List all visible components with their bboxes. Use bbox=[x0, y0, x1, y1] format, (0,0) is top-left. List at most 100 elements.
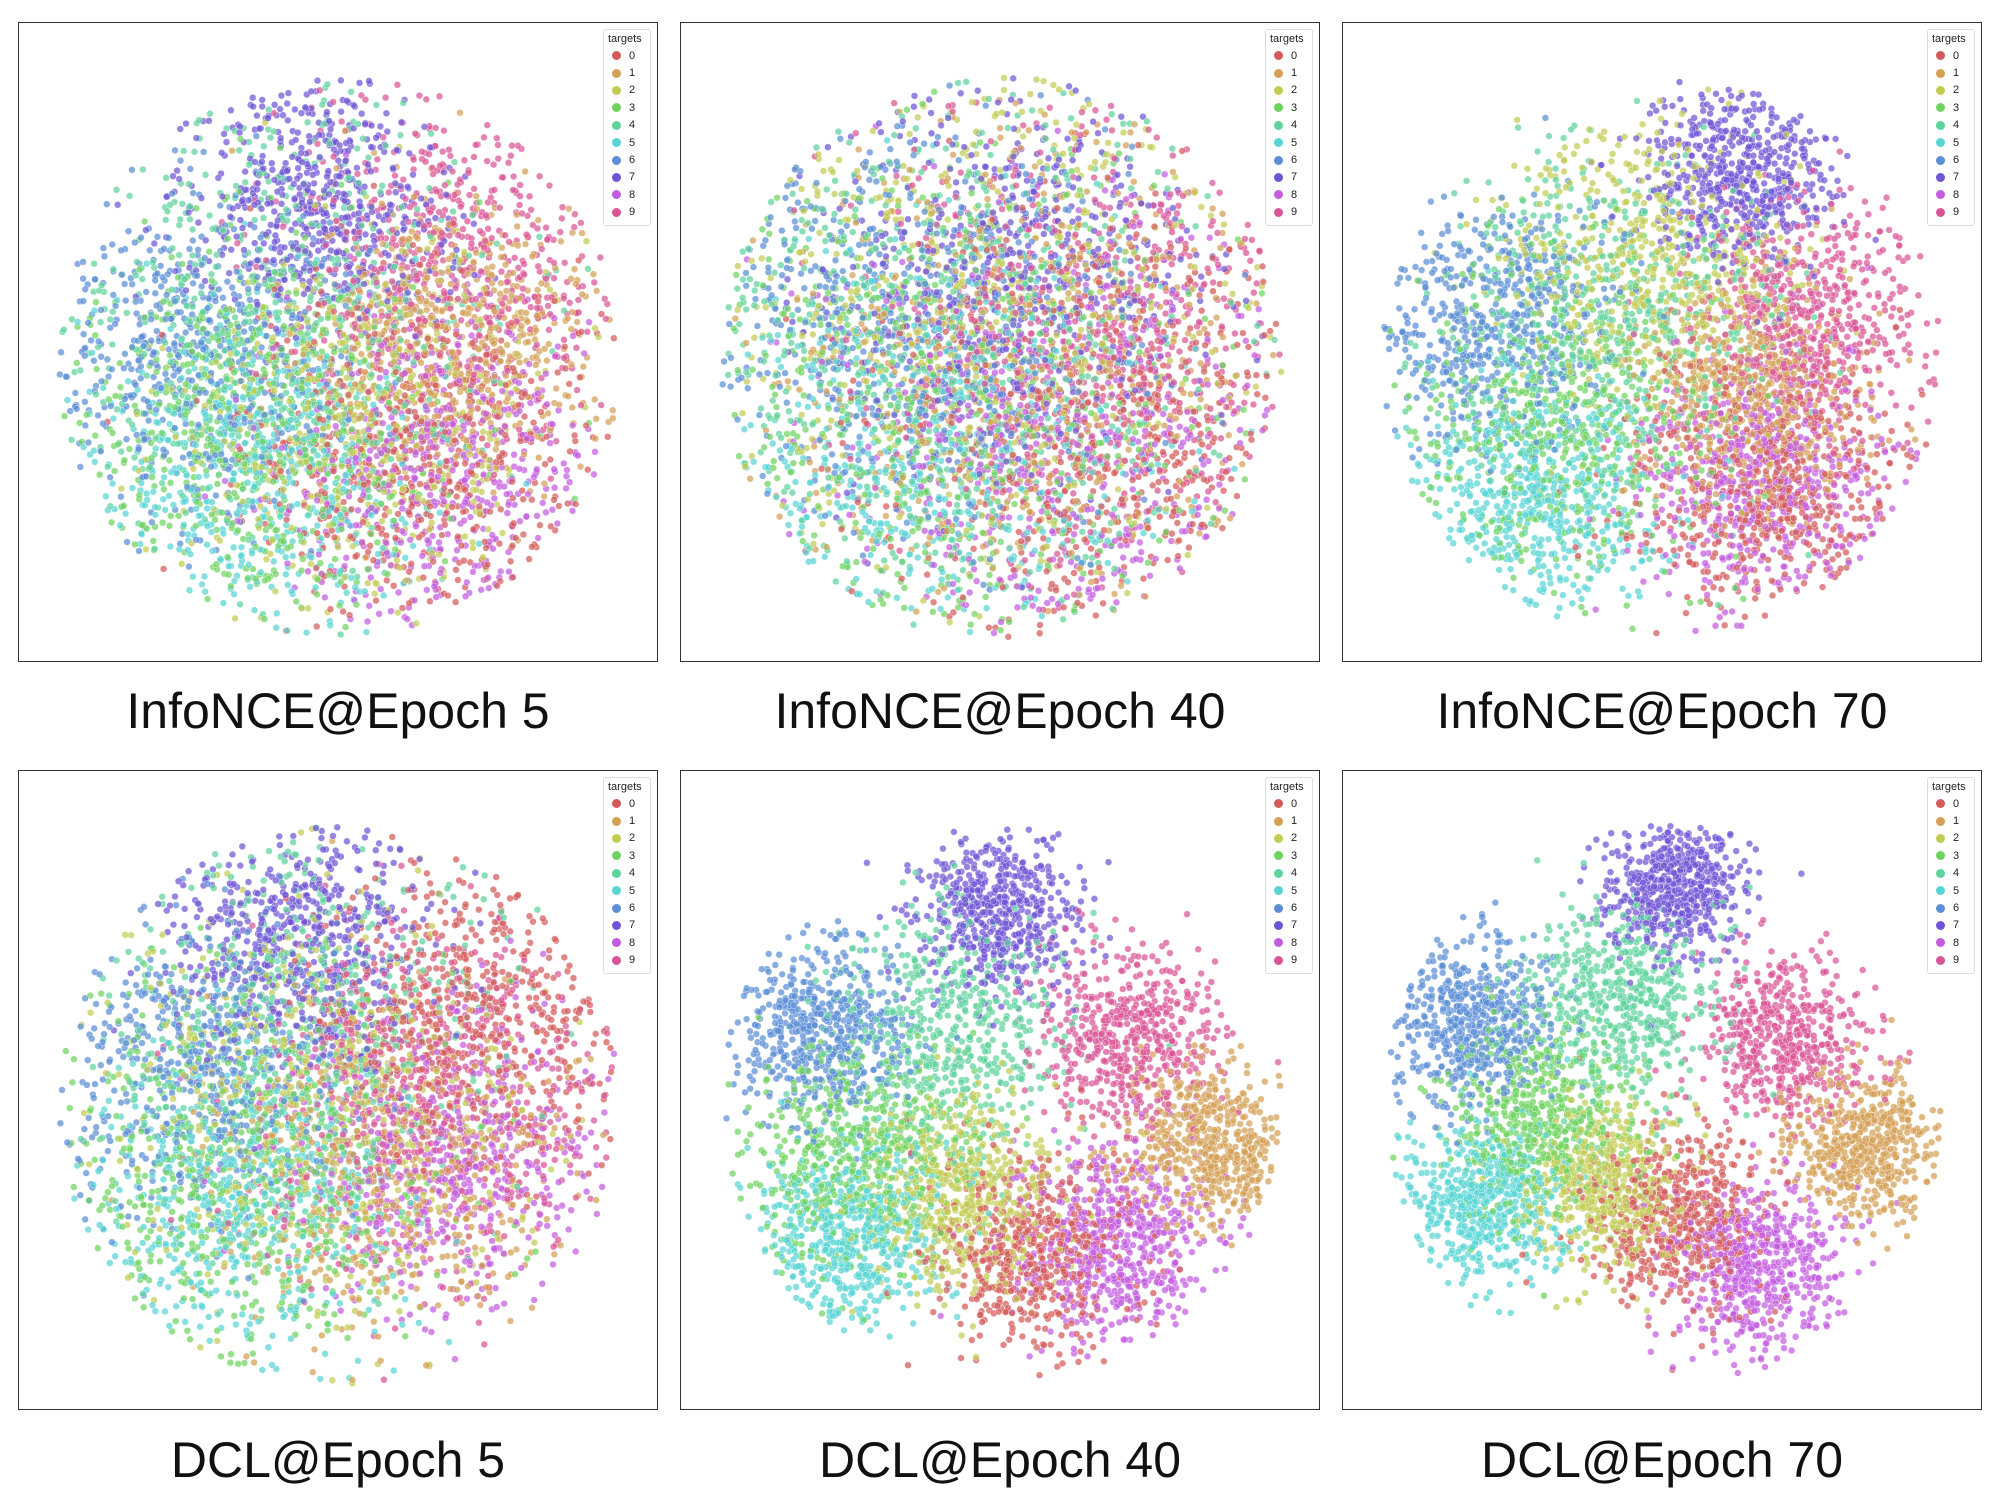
scatter-point-target-2 bbox=[349, 542, 357, 550]
scatter-point-target-8 bbox=[568, 421, 577, 430]
scatter-point-target-4 bbox=[265, 105, 273, 114]
scatter-point-target-6 bbox=[97, 377, 106, 385]
scatter-point-target-9 bbox=[415, 91, 424, 100]
scatter-point-target-0 bbox=[391, 534, 400, 542]
scatter-point-target-1 bbox=[478, 321, 486, 330]
scatter-point-target-3 bbox=[224, 570, 233, 579]
scatter-point-target-1 bbox=[567, 360, 576, 369]
scatter-point-target-9 bbox=[388, 226, 396, 234]
scatter-point-target-9 bbox=[446, 152, 455, 160]
scatter-point-target-7 bbox=[360, 280, 368, 288]
scatter-point-target-4 bbox=[425, 184, 434, 192]
scatter-point-target-4 bbox=[335, 315, 344, 324]
scatter-point-target-9 bbox=[482, 211, 490, 219]
scatter-point-target-5 bbox=[246, 583, 254, 591]
scatter-point-target-8 bbox=[430, 582, 439, 591]
scatter-point-target-1 bbox=[522, 309, 530, 317]
scatter-point-target-1 bbox=[579, 362, 587, 371]
scatter-point-target-7 bbox=[332, 180, 340, 188]
scatter-point-target-3 bbox=[475, 198, 484, 206]
scatter-point-target-4 bbox=[176, 215, 184, 224]
scatter-point-target-5 bbox=[409, 542, 417, 550]
scatter-point-target-9 bbox=[470, 185, 478, 193]
scatter-point-target-6 bbox=[238, 354, 247, 363]
scatter-point-target-6 bbox=[199, 148, 208, 156]
scatter-point-target-7 bbox=[431, 214, 440, 222]
scatter-point-target-2 bbox=[399, 280, 408, 288]
scatter-point-target-6 bbox=[100, 252, 109, 260]
scatter-point-target-6 bbox=[56, 370, 64, 379]
scatter-point-target-6 bbox=[97, 306, 105, 314]
scatter-point-target-7 bbox=[250, 201, 259, 209]
scatter-point-target-5 bbox=[154, 419, 162, 427]
scatter-point-target-8 bbox=[504, 501, 513, 509]
scatter-point-target-4 bbox=[357, 221, 366, 229]
scatter-point-target-3 bbox=[165, 456, 174, 465]
scatter-point-target-5 bbox=[200, 572, 209, 581]
scatter-point-target-3 bbox=[337, 578, 345, 586]
scatter-point-target-1 bbox=[564, 314, 572, 323]
scatter-point-target-6 bbox=[106, 324, 114, 332]
scatter-point-target-7 bbox=[214, 174, 222, 182]
scatter-point-target-4 bbox=[168, 285, 176, 294]
scatter-point-target-6 bbox=[179, 453, 187, 462]
scatter-point-target-4 bbox=[493, 240, 501, 248]
scatter-point-target-6 bbox=[80, 330, 88, 338]
scatter-point-target-9 bbox=[329, 152, 338, 161]
scatter-point-target-8 bbox=[304, 567, 312, 575]
scatter-point-target-6 bbox=[198, 282, 206, 291]
scatter-point-target-3 bbox=[167, 512, 175, 520]
scatter-point-target-7 bbox=[272, 325, 280, 333]
scatter-point-target-3 bbox=[213, 480, 222, 488]
scatter-point-target-7 bbox=[358, 110, 366, 118]
scatter-point-target-4 bbox=[188, 225, 197, 234]
scatter-point-target-6 bbox=[97, 353, 105, 361]
scatter-point-target-2 bbox=[261, 493, 269, 502]
scatter-point-target-3 bbox=[280, 322, 288, 330]
scatter-point-target-1 bbox=[361, 368, 369, 376]
scatter-point-target-7 bbox=[309, 171, 317, 179]
scatter-point-target-4 bbox=[387, 455, 395, 463]
scatter-point-target-8 bbox=[580, 349, 588, 358]
scatter-point-target-1 bbox=[477, 448, 486, 457]
scatter-point-target-3 bbox=[292, 289, 300, 298]
scatter-point-target-7 bbox=[218, 149, 226, 157]
scatter-point-target-9 bbox=[544, 302, 552, 310]
scatter-point-target-4 bbox=[401, 295, 410, 304]
scatter-point-target-2 bbox=[365, 472, 373, 480]
scatter-point-target-1 bbox=[504, 357, 513, 366]
scatter-point-target-1 bbox=[380, 327, 389, 335]
scatter-point-target-9 bbox=[453, 180, 462, 189]
scatter-point-target-5 bbox=[195, 512, 203, 520]
scatter-point-target-9 bbox=[470, 371, 478, 379]
scatter-point-target-4 bbox=[150, 545, 159, 553]
scatter-point-target-9 bbox=[483, 121, 491, 129]
scatter-point-target-6 bbox=[201, 254, 209, 262]
scatter-point-target-5 bbox=[385, 424, 393, 432]
scatter-point-target-7 bbox=[222, 138, 231, 146]
scatter-point-target-0 bbox=[372, 596, 380, 605]
scatter-point-target-2 bbox=[407, 374, 415, 382]
scatter-point-target-7 bbox=[255, 125, 264, 133]
scatter-point-target-9 bbox=[373, 155, 381, 164]
scatter-point-target-9 bbox=[521, 297, 529, 306]
scatter-point-target-4 bbox=[478, 251, 486, 259]
scatter-point-target-6 bbox=[81, 344, 89, 352]
scatter-point-target-2 bbox=[371, 317, 379, 326]
scatter-point-target-3 bbox=[203, 595, 212, 603]
scatter-point-target-7 bbox=[363, 307, 371, 315]
scatter-point-target-6 bbox=[207, 377, 215, 385]
scatter-point-target-6 bbox=[103, 355, 111, 364]
scatter-point-target-9 bbox=[488, 234, 496, 242]
scatter-point-target-7 bbox=[383, 297, 392, 305]
scatter-point-target-4 bbox=[97, 281, 106, 289]
scatter-point-target-0 bbox=[468, 339, 477, 347]
scatter-point-target-7 bbox=[236, 129, 244, 137]
scatter-point-target-7 bbox=[258, 102, 266, 111]
scatter-point-target-3 bbox=[266, 522, 274, 530]
scatter-point-target-8 bbox=[432, 593, 440, 601]
scatter-point-target-7 bbox=[229, 204, 237, 213]
scatter-point-target-5 bbox=[233, 572, 241, 580]
scatter-point-target-8 bbox=[546, 439, 554, 447]
scatter-point-target-1 bbox=[496, 290, 504, 298]
